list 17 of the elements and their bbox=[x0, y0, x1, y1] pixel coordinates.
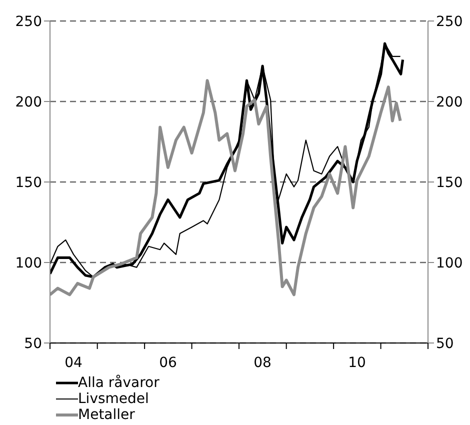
legend-label: Livsmedel bbox=[78, 391, 149, 407]
y-tick-label: 50 bbox=[24, 336, 42, 352]
legend-label: Metaller bbox=[78, 407, 135, 423]
y2-tick-label: 150 bbox=[436, 174, 463, 191]
y2-tick-label: 200 bbox=[436, 94, 463, 110]
y-tick-label: 200 bbox=[15, 94, 42, 110]
x-tick-label: 04 bbox=[64, 355, 83, 371]
x-tick-label: 06 bbox=[159, 355, 177, 371]
x-tick-label: 08 bbox=[254, 355, 272, 371]
y2-tick-label: 50 bbox=[436, 336, 454, 352]
y-tick-label: 250 bbox=[15, 14, 42, 30]
y2-tick-label: 250 bbox=[436, 14, 463, 30]
x-tick-label: 10 bbox=[348, 355, 366, 371]
y2-tick-label: 100 bbox=[436, 255, 463, 272]
y-tick-label: 150 bbox=[15, 174, 42, 191]
y-tick-label: 100 bbox=[15, 255, 42, 272]
legend-label: Alla råvaror bbox=[78, 375, 160, 391]
